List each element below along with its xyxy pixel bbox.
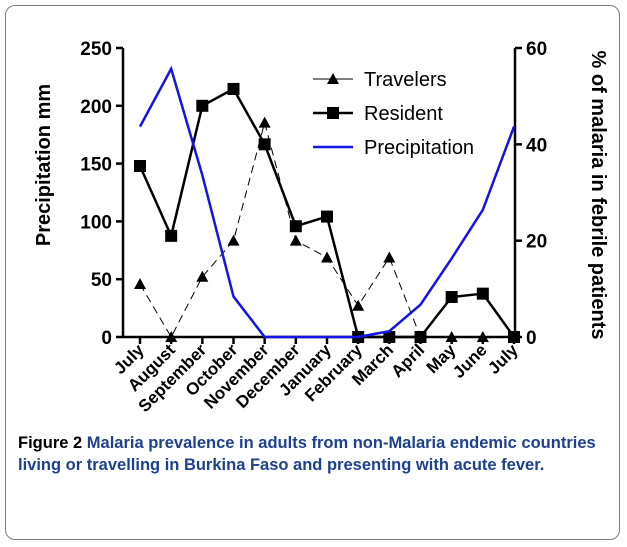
caption-label: Figure 2 <box>18 434 83 452</box>
point-travelers <box>476 331 489 342</box>
point-resident <box>383 331 396 343</box>
legend-marker-resident <box>327 107 339 119</box>
series-travelers <box>134 116 520 342</box>
legend-label-resident: Resident <box>364 103 443 125</box>
series-precipitation <box>138 65 516 339</box>
point-travelers <box>383 251 396 263</box>
y-tick-label-left: 250 <box>80 39 112 60</box>
series-resident <box>134 82 520 343</box>
y-tick-label-left: 0 <box>101 328 112 349</box>
point-resident <box>227 82 240 95</box>
point-travelers <box>134 278 146 290</box>
y-axis-title-right: % of malaria in febrile patients <box>587 51 609 340</box>
caption-text: Malaria prevalence in adults from non-Ma… <box>18 434 596 474</box>
point-resident <box>165 229 178 242</box>
y-tick-label-right: 40 <box>526 135 547 156</box>
point-travelers <box>321 251 333 263</box>
chart-legend: Travelers Resident Precipitation <box>313 69 474 159</box>
point-resident <box>321 210 333 223</box>
point-travelers <box>227 234 240 246</box>
y-tick-label-left: 150 <box>80 155 112 176</box>
y-tick-label-right: 0 <box>526 328 537 349</box>
y-tick-label-right: 60 <box>526 39 547 60</box>
chart-series <box>134 65 520 343</box>
point-resident <box>258 138 271 151</box>
point-resident <box>508 331 520 343</box>
series-line-precipitation <box>138 65 516 339</box>
chart-labels: 0501001502002500204060JulyAugustSeptembe… <box>33 39 609 416</box>
legend-label-travelers: Travelers <box>364 69 447 91</box>
y-tick-label-left: 200 <box>80 97 112 118</box>
point-travelers <box>352 299 365 311</box>
y-tick-label-left: 100 <box>80 212 112 233</box>
point-travelers <box>165 331 178 342</box>
point-resident <box>414 331 427 343</box>
x-tick-label: April <box>388 340 429 381</box>
point-travelers <box>289 234 302 246</box>
legend-marker-travelers <box>327 73 339 84</box>
point-resident <box>476 287 489 300</box>
point-travelers <box>196 270 209 282</box>
chart: Travelers Resident Precipitation 0 50 100 150… <box>33 39 609 416</box>
x-tick-label: June <box>449 340 490 381</box>
y-axis-title-left: Precipitation mm <box>33 84 55 246</box>
point-resident <box>289 220 302 233</box>
y-tick-label-right: 20 <box>526 232 547 253</box>
figure-caption: Figure 2 Malaria prevalence in adults fr… <box>18 432 608 476</box>
point-resident <box>134 160 146 173</box>
point-resident <box>445 291 458 304</box>
point-resident <box>196 99 209 112</box>
legend-label-precipitation: Precipitation <box>364 137 474 159</box>
y-tick-label-left: 50 <box>91 270 112 291</box>
figure-frame <box>5 5 620 540</box>
point-travelers <box>258 116 271 128</box>
point-travelers <box>445 331 458 342</box>
x-tick-label: July <box>484 340 522 378</box>
